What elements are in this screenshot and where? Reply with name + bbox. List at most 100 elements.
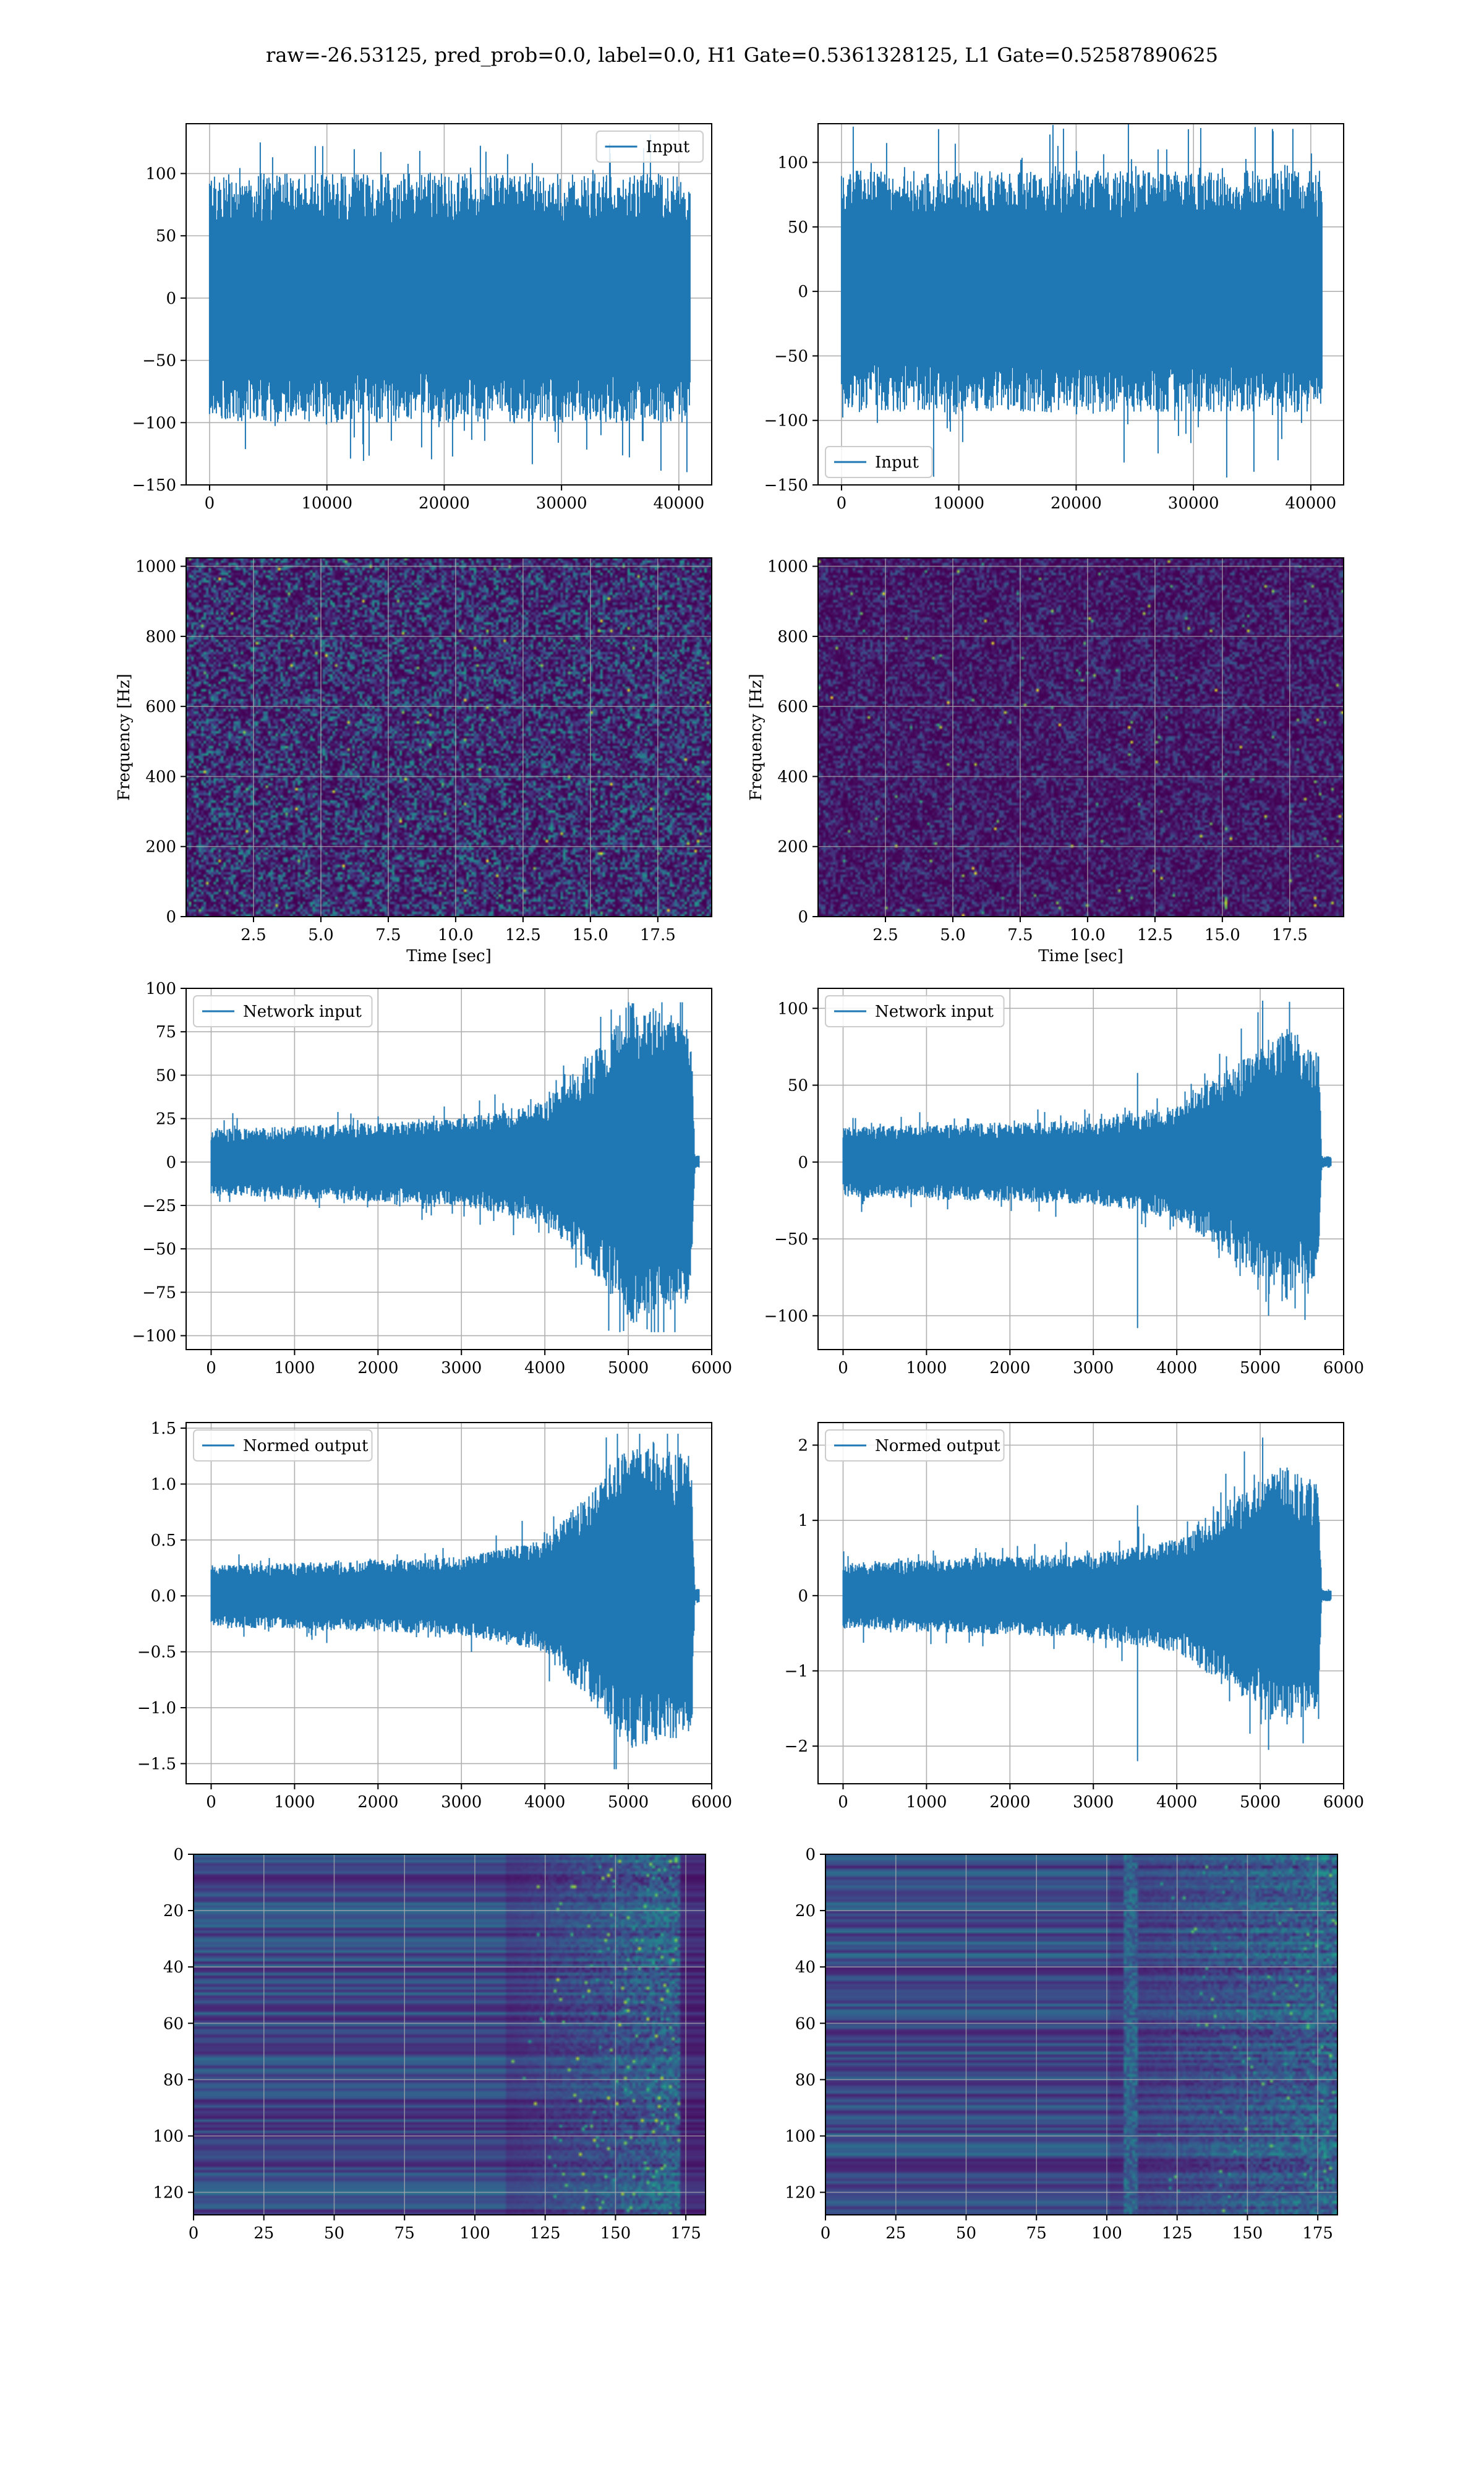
heatmap-canvas <box>825 1854 1337 2215</box>
chart-l1-spectrogram: 2.5 5.0 7.5 10.0 12.5 15.0 17.5 0 200 400 600 800 10… <box>747 557 1344 965</box>
x-tick-label: 0 <box>205 494 215 513</box>
x-tick-label: 3000 <box>1073 1793 1114 1812</box>
x-tick-label: 2000 <box>989 1359 1030 1377</box>
x-tick-label: 0 <box>821 2224 831 2243</box>
y-tick-label: 600 <box>145 698 176 716</box>
y-tick-label: −0.5 <box>137 1643 176 1662</box>
chart-h1-spectrogram: 2.5 5.0 7.5 10.0 12.5 15.0 17.5 0 200 400 600 800 10… <box>115 557 712 965</box>
x-tick-label: 5000 <box>608 1793 649 1812</box>
y-tick-label: −75 <box>142 1283 176 1302</box>
y-tick-label: −100 <box>764 412 808 430</box>
axes-frame <box>186 988 712 1350</box>
chart-h1-feature-map: 0 25 50 75 100 125 150 175 0 20 40 60 80 100 120 <box>153 1846 706 2243</box>
y-axis-label: Frequency [Hz] <box>747 674 765 801</box>
y-tick-label: 120 <box>785 2184 816 2202</box>
legend-box <box>193 995 373 1027</box>
y-tick-label: 800 <box>777 628 808 646</box>
y-tick-label: −1 <box>785 1663 808 1681</box>
y-tick-label: 0 <box>798 1587 808 1606</box>
x-tick-label: 5.0 <box>308 926 333 944</box>
y-tick-label: 0 <box>166 289 176 308</box>
x-tick-label: 125 <box>1162 2224 1193 2243</box>
series-line <box>840 124 1323 478</box>
x-tick-label: 4000 <box>1156 1793 1197 1812</box>
x-tick-label: 25 <box>254 2224 274 2243</box>
x-tick-label: 17.5 <box>640 926 676 944</box>
y-axis-label: Frequency [Hz] <box>115 674 134 801</box>
heatmap-image <box>186 558 712 917</box>
x-tick-label: 0 <box>838 1359 848 1377</box>
chart-h1-input: 0 10000 20000 30000 40000 −150 −100 −50 0 50 100 In… <box>132 123 712 513</box>
x-tick-label: 5000 <box>1240 1359 1281 1377</box>
chart-h1-normed-output: 0 1000 2000 3000 4000 5000 6000 −1.5 −1.0 −0.5 0.0… <box>137 1419 732 1812</box>
y-tick-label: 0 <box>798 1154 808 1172</box>
series-line <box>208 134 691 473</box>
legend-label: Input <box>646 138 690 156</box>
y-tick-label: −100 <box>132 1327 176 1346</box>
legend: Input <box>595 131 704 163</box>
x-tick-label: 15.0 <box>1205 926 1240 944</box>
x-tick-label: 6000 <box>691 1793 732 1812</box>
series-line <box>210 1434 700 1770</box>
x-tick-label: 3000 <box>441 1793 482 1812</box>
x-tick-label: 1000 <box>274 1359 315 1377</box>
y-tick-label: 0 <box>166 908 176 927</box>
heatmap-image <box>818 558 1344 917</box>
y-tick-label: 800 <box>145 628 176 646</box>
x-tick-label: 30000 <box>1168 494 1219 513</box>
x-tick-label: 6000 <box>1323 1793 1364 1812</box>
y-tick-label: 0.5 <box>151 1531 176 1550</box>
y-tick-label: −25 <box>142 1197 176 1215</box>
y-tick-label: −150 <box>764 476 808 495</box>
x-tick-label: 100 <box>1091 2224 1122 2243</box>
y-tick-label: 50 <box>788 218 808 237</box>
heatmap-canvas <box>818 558 1344 917</box>
legend-box <box>825 995 1005 1027</box>
y-tick-label: 200 <box>145 838 176 857</box>
x-tick-label: 75 <box>394 2224 415 2243</box>
x-tick-label: 3000 <box>441 1359 482 1377</box>
y-tick-label: −50 <box>774 347 808 366</box>
x-tick-label: 175 <box>670 2224 701 2243</box>
legend-box <box>825 1429 1005 1462</box>
y-tick-label: 40 <box>795 1958 816 1977</box>
y-tick-label: −50 <box>142 1240 176 1259</box>
y-tick-label: 40 <box>163 1958 184 1977</box>
y-tick-label: 100 <box>145 980 176 998</box>
x-tick-label: 40000 <box>654 494 705 513</box>
x-tick-label: 0 <box>206 1359 216 1377</box>
x-tick-label: 20000 <box>1051 494 1102 513</box>
y-tick-label: 100 <box>153 2127 184 2146</box>
y-tick-label: 1.5 <box>151 1419 176 1438</box>
chart-l1-input: 0 10000 20000 30000 40000 −150 −100 −50 0 50 100 In… <box>764 123 1344 513</box>
x-tick-label: 17.5 <box>1272 926 1308 944</box>
y-tick-label: 60 <box>795 2014 816 2033</box>
y-tick-label: 25 <box>156 1110 176 1129</box>
legend: Normed output <box>825 1429 1005 1462</box>
x-tick-label: 0 <box>838 1793 848 1812</box>
axes-frame <box>193 1854 706 2215</box>
x-tick-label: 1000 <box>274 1793 315 1812</box>
legend-label: Network input <box>243 1003 362 1021</box>
y-tick-label: 100 <box>145 165 176 184</box>
x-tick-label: 20000 <box>419 494 470 513</box>
y-tick-label: 400 <box>777 768 808 786</box>
legend-label: Normed output <box>875 1437 1000 1455</box>
x-tick-label: 175 <box>1302 2224 1333 2243</box>
x-tick-label: 6000 <box>1323 1359 1364 1377</box>
x-tick-label: 40000 <box>1286 494 1337 513</box>
x-tick-label: 0 <box>189 2224 199 2243</box>
x-axis-label: Time [sec] <box>1038 947 1124 965</box>
x-tick-label: 4000 <box>524 1359 565 1377</box>
y-tick-label: 1 <box>798 1512 808 1530</box>
legend-label: Input <box>875 453 919 472</box>
y-tick-label: 400 <box>145 768 176 786</box>
x-tick-label: 0 <box>206 1793 216 1812</box>
y-tick-label: 50 <box>788 1077 808 1095</box>
y-tick-label: 80 <box>163 2071 184 2089</box>
x-tick-label: 10.0 <box>438 926 474 944</box>
legend: Input <box>825 446 933 478</box>
axes-frame <box>825 1854 1338 2215</box>
y-tick-label: 0 <box>798 283 808 301</box>
y-tick-label: 80 <box>795 2071 816 2089</box>
